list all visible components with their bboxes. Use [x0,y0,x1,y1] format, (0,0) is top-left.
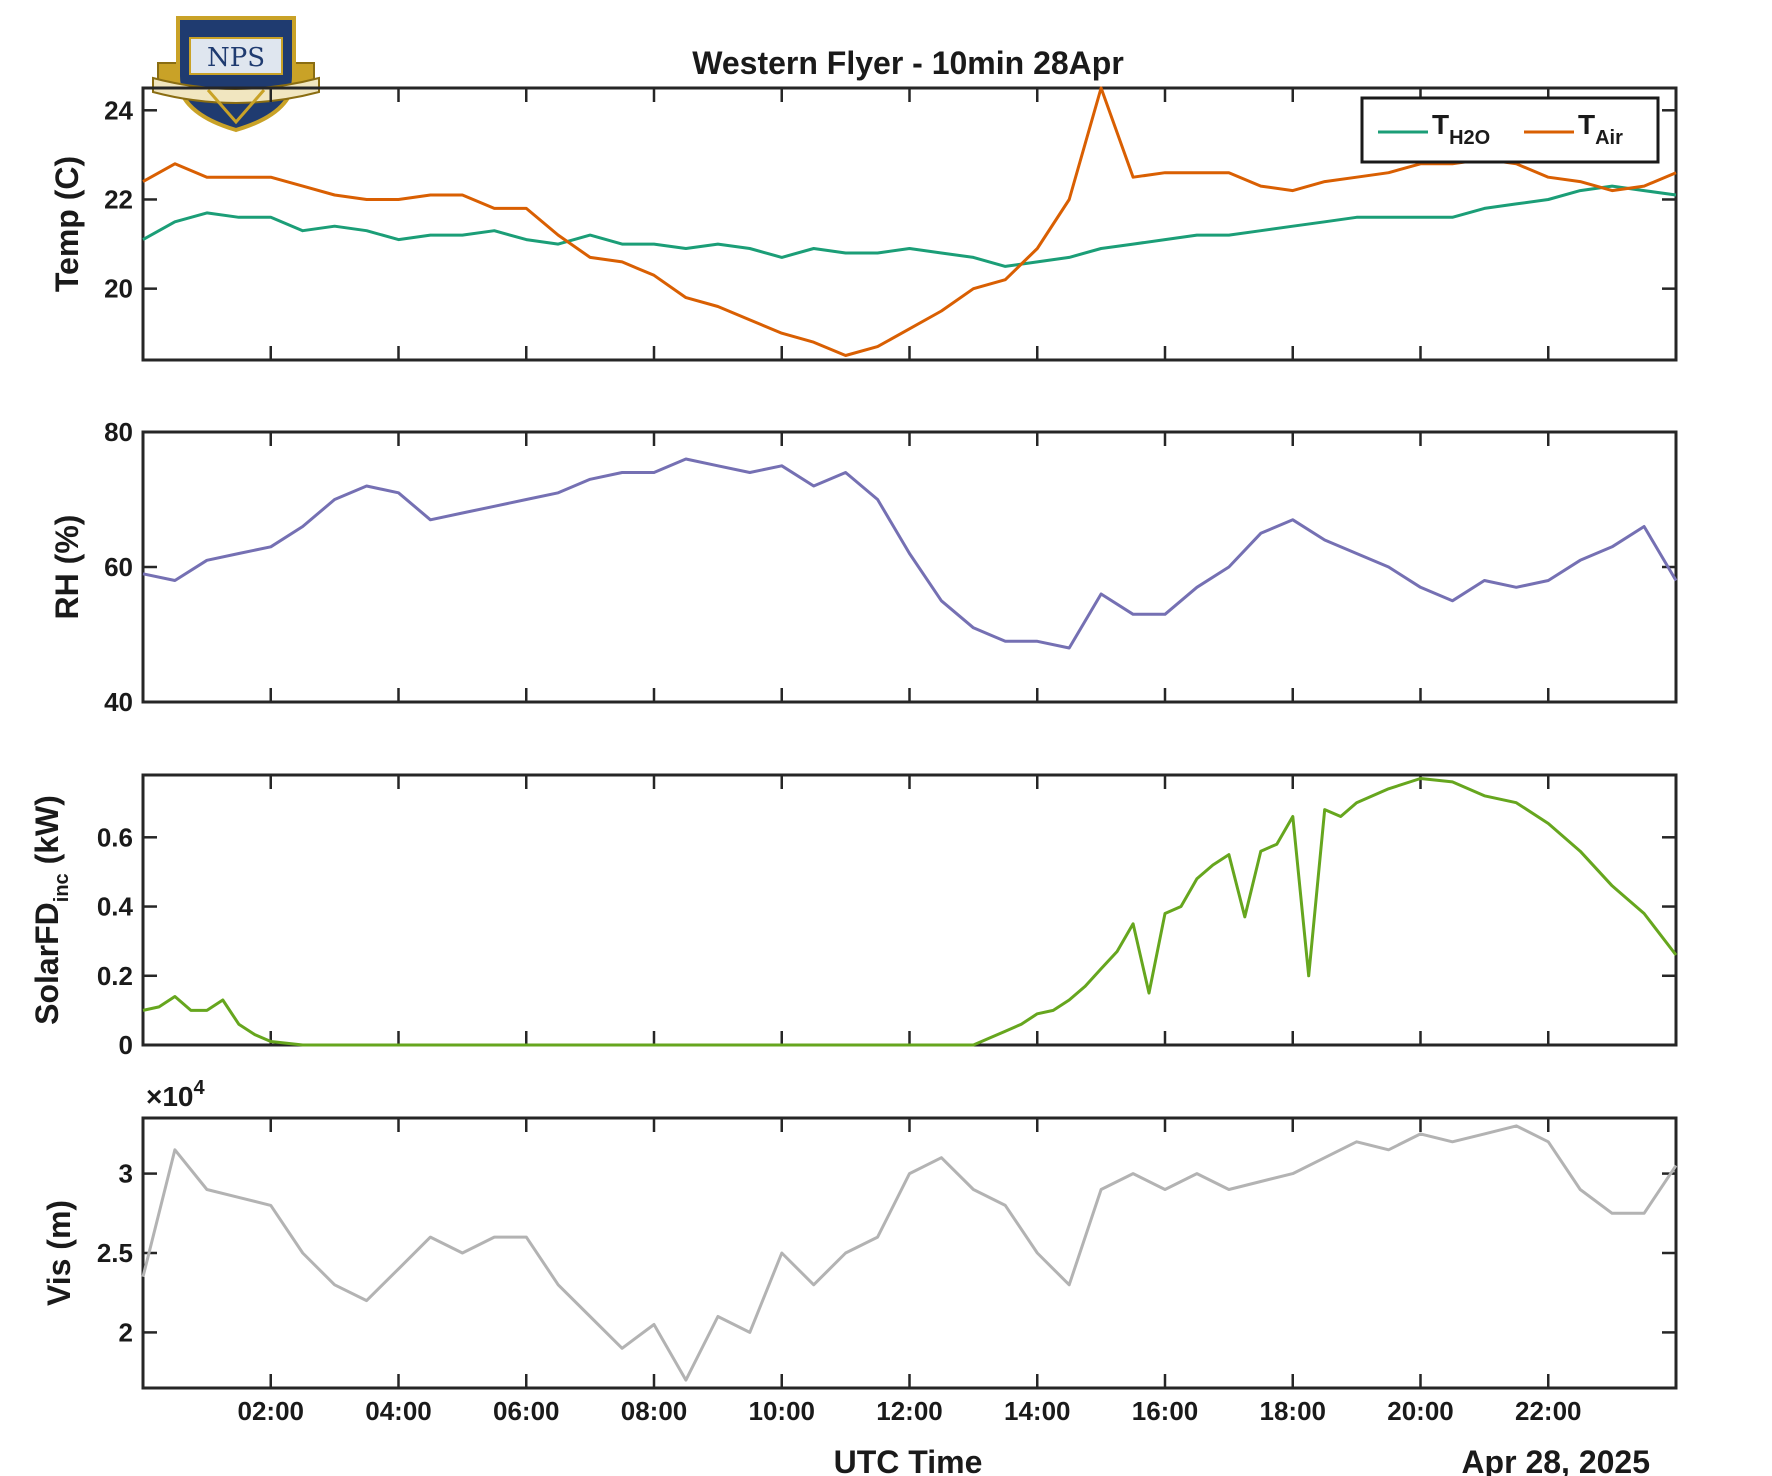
vis-ylabel: Vis (m) [41,1200,77,1306]
x-tick-label: 08:00 [621,1396,688,1426]
x-tick-label: 20:00 [1387,1396,1454,1426]
x-tick-label: 14:00 [1004,1396,1071,1426]
rh-series-line-0 [142,457,1678,650]
legend-h2o-label: TH2O [1432,109,1490,149]
chart-title: Western Flyer - 10min 28Apr [692,45,1124,81]
nps-logo: NPS [152,16,320,133]
temp-series-line-1 [142,86,1677,357]
temp-ytick-label: 20 [104,274,133,304]
solar-x-ticks [269,775,1550,1045]
x-tick-label: 12:00 [876,1396,943,1426]
rh-ylabel: RH (%) [49,515,85,620]
rh-axes-frame [141,430,1678,704]
vis-ytick-label: 2.5 [97,1238,133,1268]
vis-ytick-label: 3 [119,1159,133,1189]
solar-panel: 0 0.2 0.4 0.6 SolarFDinc (kW) [29,773,1678,1060]
solar-ytick-label: 0.2 [97,961,133,991]
rh-ytick-label: 40 [104,687,133,717]
temp-series [142,86,1677,357]
vis-y-ticks: 22.53 [97,1159,1676,1347]
vis-series [141,1124,1678,1382]
temp-ytick-label: 22 [104,184,133,214]
date-label: Apr 28, 2025 [1461,1444,1650,1476]
temp-panel: 20 22 24 Temp (C) TH2O TAir [49,86,1678,362]
solar-ylabel: SolarFDinc (kW) [29,795,73,1025]
vis-panel: 22.53 Vis (m) ×104 [41,1077,1678,1390]
x-tick-label: 10:00 [749,1396,816,1426]
x-tick-label: 18:00 [1260,1396,1327,1426]
solar-y-ticks: 0 0.2 0.4 0.6 [97,822,1676,1060]
solar-series [142,777,1678,1047]
x-tick-label: 06:00 [493,1396,560,1426]
vis-series-line-0 [141,1124,1678,1382]
x-tick-labels: 02:00 04:00 06:00 08:00 10:00 12:00 14:00 16:00… [238,1396,1582,1426]
vis-ytick-label: 2 [119,1317,133,1347]
rh-ytick-label: 60 [104,552,133,582]
x-axis-label: UTC Time [834,1444,983,1476]
solar-ytick-label: 0.6 [97,822,133,852]
temp-ytick-label: 24 [104,95,133,125]
x-tick-label: 04:00 [365,1396,432,1426]
vis-exponent-label: ×104 [146,1077,206,1112]
solar-ytick-label: 0 [119,1030,133,1060]
solar-series-line-0 [142,777,1678,1047]
legend-air-label: TAir [1578,109,1623,149]
solar-ytick-label: 0.4 [97,892,134,922]
legend-box [1360,96,1660,164]
solar-axes-frame [141,773,1678,1047]
x-tick-label: 02:00 [238,1396,305,1426]
temp-legend: TH2O TAir [1360,96,1660,164]
rh-ytick-label: 80 [104,417,133,447]
vis-axes-frame [141,1116,1678,1390]
temp-series-line-0 [142,184,1677,268]
temp-x-ticks [269,88,1550,360]
rh-series [142,457,1678,650]
svg-text:NPS: NPS [207,43,265,73]
x-tick-label: 22:00 [1515,1396,1582,1426]
x-tick-label: 16:00 [1132,1396,1199,1426]
temp-y-ticks: 20 22 24 [104,95,1676,304]
vis-x-ticks [269,1118,1550,1388]
rh-x-ticks [269,432,1550,702]
rh-panel: 40 60 80 RH (%) [49,417,1678,717]
rh-y-ticks: 40 60 80 [104,417,1676,717]
temp-ylabel: Temp (C) [49,156,85,292]
